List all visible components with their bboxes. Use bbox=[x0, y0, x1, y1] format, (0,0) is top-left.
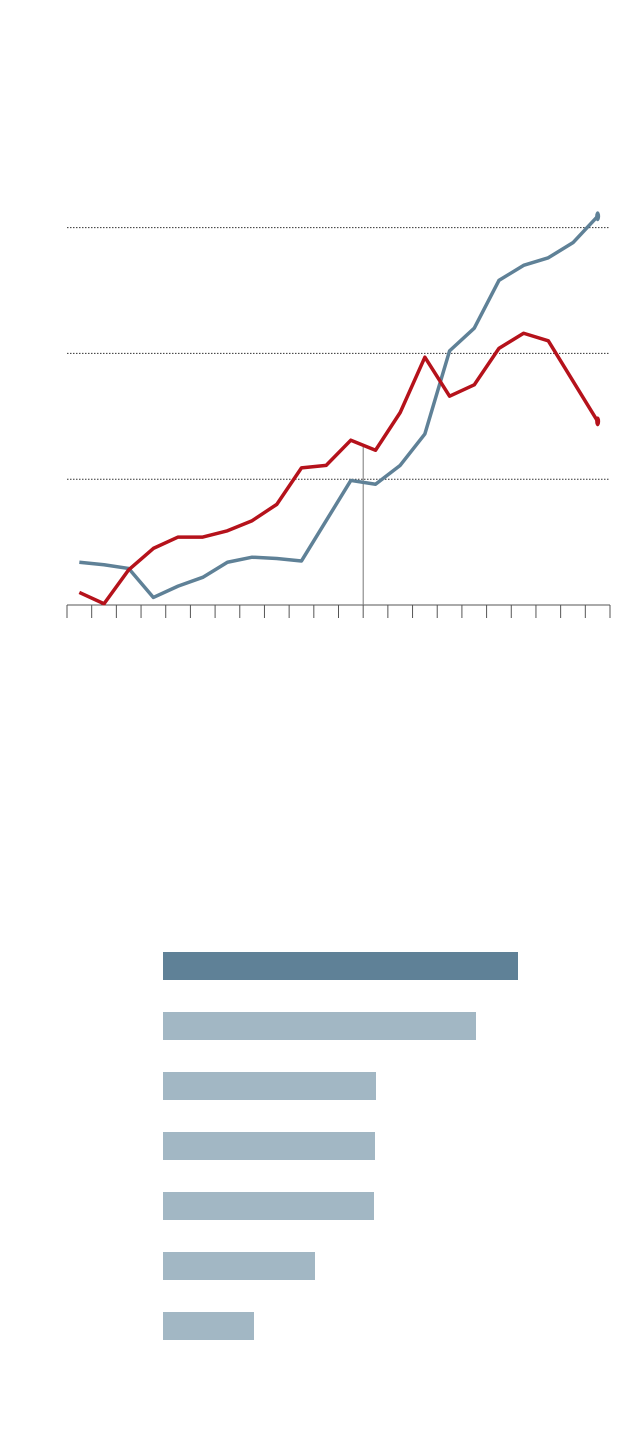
end-dot bbox=[595, 211, 601, 222]
bar bbox=[163, 1252, 315, 1280]
bar bbox=[163, 952, 518, 980]
end-dot bbox=[595, 416, 601, 427]
bar bbox=[163, 1132, 375, 1160]
bar bbox=[163, 1312, 254, 1340]
line-series bbox=[79, 215, 599, 600]
line-series bbox=[78, 331, 600, 606]
bar bbox=[163, 1192, 374, 1220]
bar bbox=[163, 1072, 376, 1100]
bar bbox=[163, 1012, 476, 1040]
